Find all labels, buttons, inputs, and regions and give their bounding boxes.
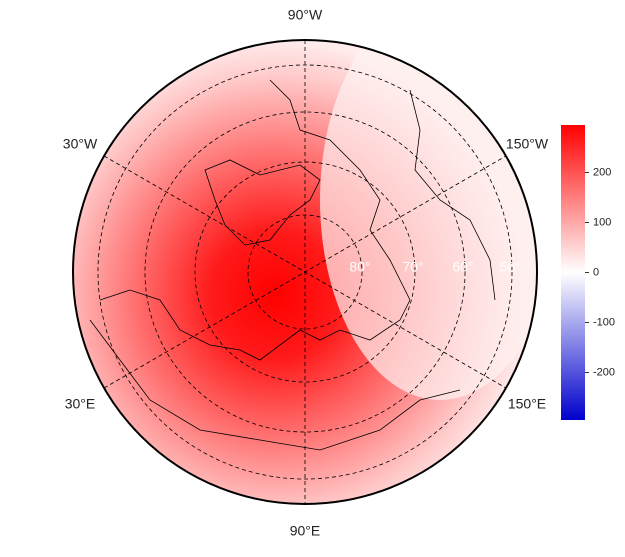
lon-label: 150°W — [506, 136, 549, 152]
lon-label: 90°E — [290, 523, 321, 539]
lon-label: 30°E — [65, 396, 96, 412]
parallel — [97, 64, 513, 480]
graticule — [97, 40, 513, 504]
lat-label: 80° — [349, 259, 370, 275]
colorbar-tick-label: -200 — [593, 366, 615, 378]
lat-label: 70° — [402, 259, 423, 275]
lon-label: 150°E — [508, 396, 546, 412]
colorbar-tick-label: -100 — [593, 316, 615, 328]
colorbar-tick-label: 0 — [593, 266, 599, 278]
meridian — [103, 155, 507, 389]
colorbar: 200 100 0 -100 -200 — [561, 125, 615, 420]
lon-label: 90°W — [288, 7, 323, 23]
colorbar-tick-label: 200 — [593, 166, 611, 178]
lat-label: 50° — [499, 259, 520, 275]
colorbar-tick-label: 100 — [593, 216, 611, 228]
parallel — [194, 161, 416, 383]
lat-label: 60° — [452, 259, 473, 275]
colorbar-scale — [561, 125, 585, 420]
parallel — [247, 214, 363, 330]
labels: 90°W 30°W 150°W 30°E 150°E 90°E 80° 70° 60° 50° — [63, 7, 549, 539]
lon-label: 30°W — [63, 136, 98, 152]
field — [73, 40, 537, 504]
map-border — [72, 39, 538, 505]
parallel — [144, 111, 466, 433]
